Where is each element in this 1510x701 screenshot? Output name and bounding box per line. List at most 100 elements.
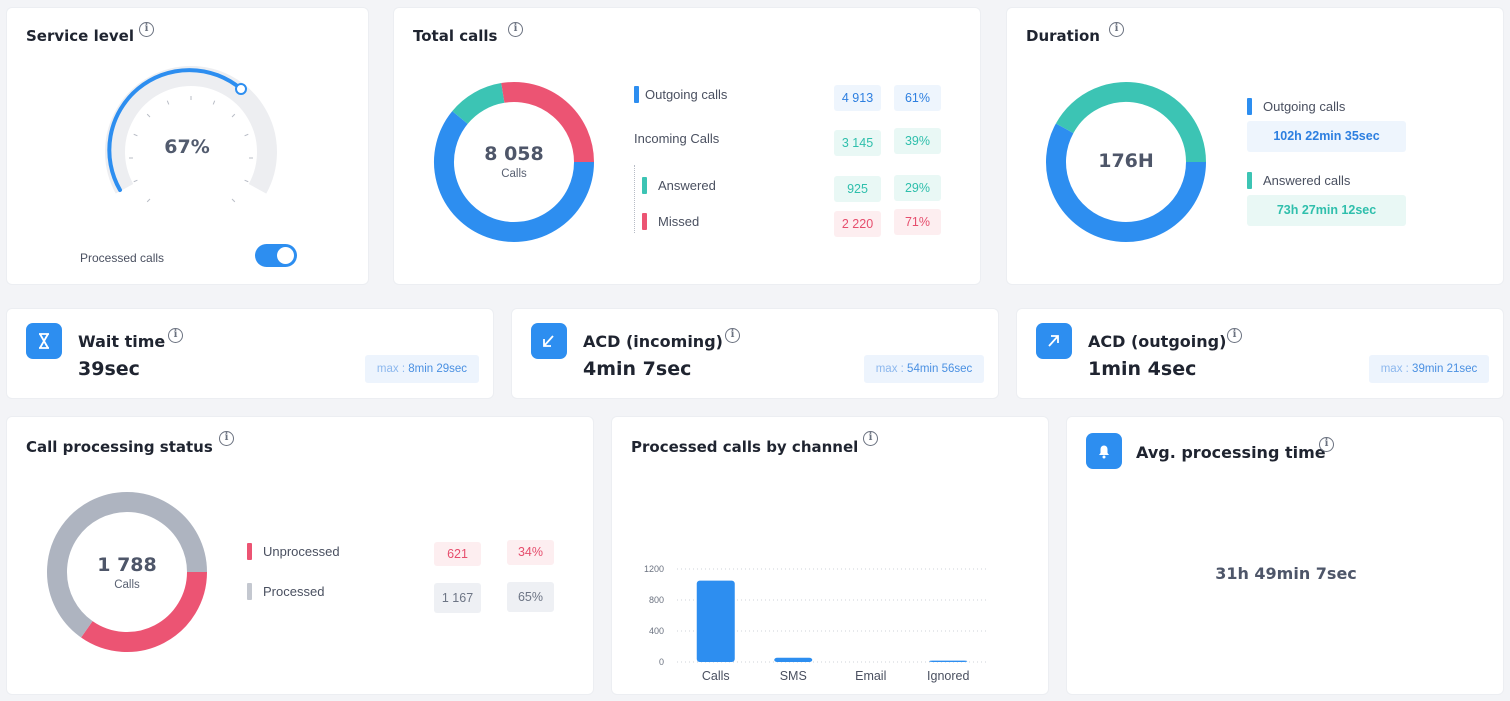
duration-donut — [1046, 82, 1206, 242]
info-icon[interactable]: i — [1227, 328, 1242, 343]
call-processing-donut — [47, 492, 207, 652]
y-tick-label: 800 — [649, 595, 664, 605]
duration-card: Duration i 176H Outgoing calls 102h 22mi… — [1006, 7, 1504, 285]
service-level-gauge — [105, 66, 277, 203]
info-icon[interactable]: i — [1319, 437, 1334, 452]
info-icon[interactable]: i — [1109, 22, 1124, 37]
legend-label: Incoming Calls — [634, 131, 720, 146]
donut-segment-outgoing[interactable] — [434, 111, 594, 242]
donut-segment-unprocessed[interactable] — [81, 571, 207, 652]
gauge-tick — [212, 100, 216, 105]
max-value: 54min 56sec — [907, 363, 973, 375]
y-tick-label: 1200 — [644, 564, 664, 574]
donut-center-label: Calls — [114, 579, 140, 591]
donut-segment-missed[interactable] — [501, 82, 594, 163]
percent-pill: 34% — [507, 540, 554, 565]
legend-label: Outgoing calls — [645, 87, 728, 102]
x-tick-label: Calls — [702, 669, 730, 683]
info-icon[interactable]: i — [219, 431, 234, 446]
service-level-value: 67% — [164, 136, 210, 158]
card-title: Duration — [1026, 27, 1100, 45]
metric-title: ACD (incoming) — [583, 332, 723, 351]
donut-center-value: 1 788 — [97, 554, 157, 576]
total-calls-card: Total calls i 8 058 Calls Outgoing calls… — [393, 7, 981, 285]
call-processing-card: Call processing status i 1 788 Calls Unp… — [6, 416, 594, 695]
acd-incoming-card: ACD (incoming) i 4min 7sec max : 54min 5… — [511, 308, 999, 399]
donut-center-value: 8 058 — [484, 143, 544, 165]
card-title: Processed calls by channel — [631, 438, 859, 456]
donut-segment-processed[interactable] — [47, 492, 207, 638]
donut-segment-answered[interactable] — [1055, 82, 1206, 163]
metric-value: 1min 4sec — [1088, 358, 1197, 380]
legend-divider — [634, 165, 635, 233]
y-tick-label: 0 — [659, 657, 664, 667]
bell-icon — [1086, 433, 1122, 469]
max-key: max : — [1380, 363, 1409, 375]
donut-center-value: 176H — [1098, 150, 1154, 172]
legend-swatch — [247, 543, 252, 560]
metric-title: ACD (outgoing) — [1088, 332, 1227, 351]
count-pill: 4 913 — [834, 85, 881, 111]
count-pill: 2 220 — [834, 211, 881, 237]
metric-title: Wait time — [78, 332, 166, 351]
donut-segment-outgoing[interactable] — [1046, 123, 1206, 242]
info-icon[interactable]: i — [139, 22, 154, 37]
legend-swatch — [634, 86, 639, 103]
legend-label: Answered — [658, 178, 716, 193]
info-icon[interactable]: i — [508, 22, 523, 37]
legend-label: Answered calls — [1263, 173, 1351, 188]
card-title: Service level — [26, 27, 134, 45]
avg-processing-card: Avg. processing time i 31h 49min 7sec — [1066, 416, 1504, 695]
max-value: 39min 21sec — [1412, 363, 1478, 375]
count-pill: 925 — [834, 176, 881, 202]
max-pill: max : 8min 29sec — [365, 355, 479, 383]
percent-pill: 71% — [894, 209, 941, 235]
info-icon[interactable]: i — [725, 328, 740, 343]
duration-value-pill: 102h 22min 35sec — [1247, 121, 1406, 152]
bar-sms[interactable] — [774, 657, 813, 662]
bar-ignored[interactable] — [929, 660, 968, 662]
donut-center-label: Calls — [501, 168, 527, 180]
legend-label: Unprocessed — [263, 544, 340, 559]
count-pill: 3 145 — [834, 130, 881, 156]
gauge-tick — [244, 133, 249, 137]
gauge-tick — [146, 198, 151, 203]
arrow-down-left-icon — [531, 323, 567, 359]
gauge-tick — [231, 113, 236, 118]
legend-swatch — [1247, 98, 1252, 115]
gauge-tick — [133, 179, 138, 183]
max-value: 8min 29sec — [408, 363, 468, 375]
avg-processing-value: 31h 49min 7sec — [1215, 564, 1357, 583]
arrow-up-right-icon — [1036, 323, 1072, 359]
acd-outgoing-card: ACD (outgoing) i 1min 4sec max : 39min 2… — [1016, 308, 1504, 399]
max-pill: max : 39min 21sec — [1369, 355, 1489, 383]
donut-segment-answered[interactable] — [452, 83, 505, 125]
bar-calls[interactable] — [696, 580, 735, 662]
max-key: max : — [875, 363, 904, 375]
toggle-knob — [277, 247, 294, 264]
x-tick-label: SMS — [780, 669, 807, 683]
toggle-label: Processed calls — [80, 251, 165, 265]
gauge-tick — [231, 198, 236, 203]
y-tick-label: 400 — [649, 626, 664, 636]
legend-swatch — [642, 177, 647, 194]
info-icon[interactable]: i — [863, 431, 878, 446]
gauge-tick — [244, 179, 249, 183]
percent-pill: 29% — [894, 175, 941, 201]
hourglass-icon — [26, 323, 62, 359]
legend-label: Outgoing calls — [1263, 99, 1346, 114]
total-calls-donut — [434, 82, 594, 242]
processed-calls-toggle[interactable] — [255, 244, 297, 267]
info-icon[interactable]: i — [168, 328, 183, 343]
x-tick-label: Email — [855, 669, 886, 683]
percent-pill: 65% — [507, 582, 554, 612]
channels-card: Processed calls by channel i 0 400 800 1200… — [611, 416, 1049, 695]
wait-time-card: Wait time i 39sec max : 8min 29sec — [6, 308, 494, 399]
percent-pill: 39% — [894, 128, 941, 154]
card-title: Avg. processing time — [1136, 443, 1326, 462]
gauge-tick — [133, 133, 138, 137]
gauge-tick — [146, 113, 151, 118]
metric-value: 4min 7sec — [583, 358, 692, 380]
count-pill: 1 167 — [434, 583, 481, 613]
legend-swatch — [247, 583, 252, 600]
